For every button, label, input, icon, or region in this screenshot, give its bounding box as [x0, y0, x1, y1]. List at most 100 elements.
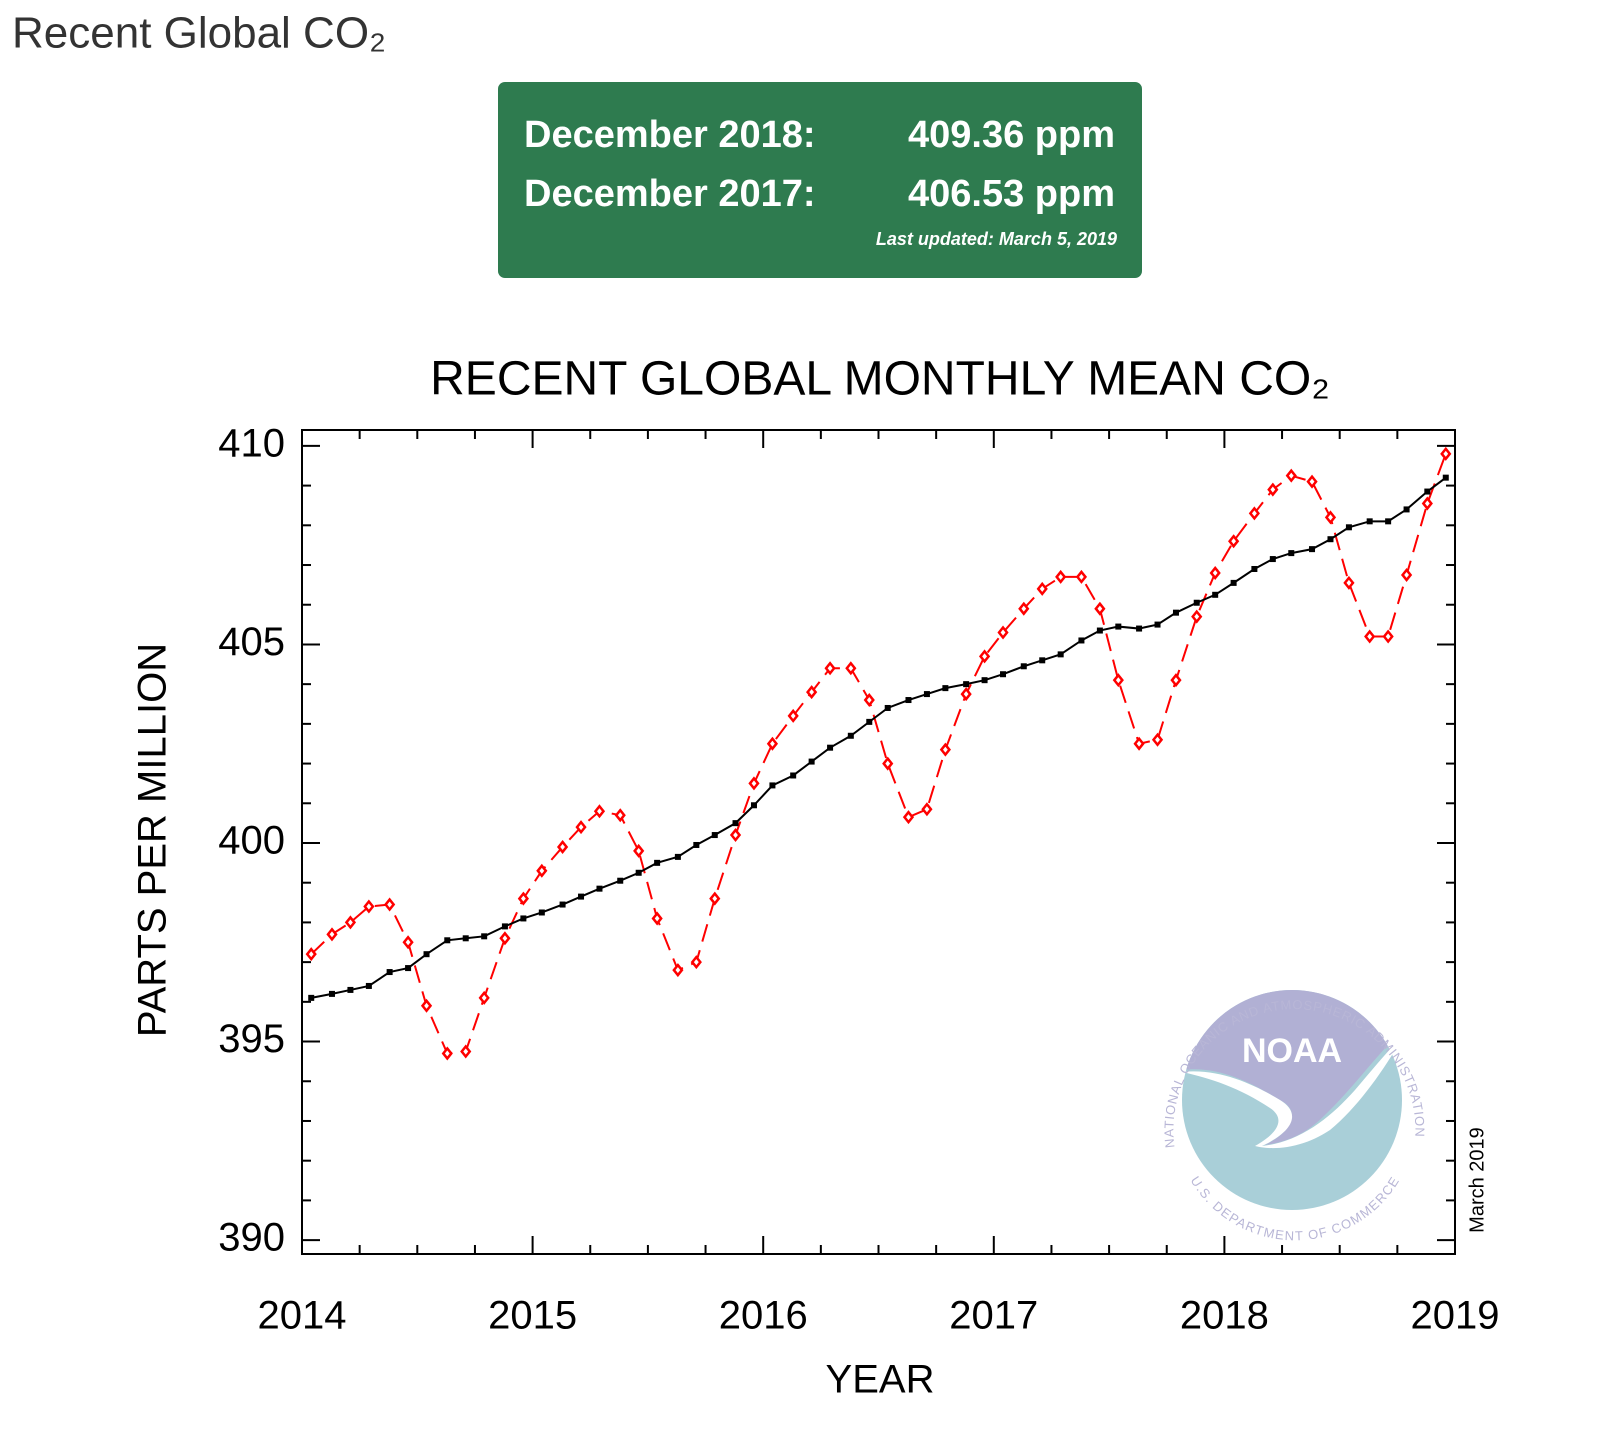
data-point: [827, 744, 834, 751]
data-point: [847, 732, 854, 739]
annotation: March 2019: [1466, 1127, 1488, 1233]
data-point: [593, 804, 606, 819]
data-point: [1151, 732, 1164, 747]
data-point: [866, 718, 873, 725]
data-point: [1230, 579, 1237, 586]
logo-gull: [1182, 1035, 1404, 1149]
data-point: [1018, 601, 1030, 616]
data-point: [674, 853, 681, 860]
data-point: [748, 776, 760, 791]
data-point: [1269, 556, 1276, 563]
data-point: [365, 982, 372, 989]
data-point: [1364, 629, 1376, 644]
data-point: [363, 899, 375, 914]
x-tick-label: 2016: [719, 1294, 808, 1338]
data-point: [1078, 637, 1085, 644]
data-point: [1248, 506, 1260, 521]
data-point: [384, 897, 396, 912]
data-point: [501, 923, 508, 930]
x-axis-label: YEAR: [826, 1358, 935, 1402]
data-point: [1020, 663, 1027, 670]
data-point: [1136, 625, 1143, 632]
y-tick-label: 405: [218, 620, 285, 664]
data-point: [1133, 736, 1145, 751]
data-point: [711, 832, 718, 839]
data-point: [672, 963, 684, 978]
data-point: [538, 909, 545, 916]
series-line: [311, 476, 1447, 999]
data-point: [942, 685, 949, 692]
y-tick-label: 395: [218, 1017, 285, 1061]
data-point: [444, 937, 451, 944]
page-title: Recent Global CO₂: [12, 9, 386, 58]
y-tick-label: 400: [218, 819, 285, 863]
data-point: [1267, 482, 1279, 497]
data-point: [787, 708, 799, 723]
x-tick-label: 2019: [1411, 1294, 1500, 1338]
data-point: [578, 893, 585, 900]
data-point: [536, 863, 548, 878]
x-tick-label: 2014: [258, 1294, 347, 1338]
data-point: [1075, 569, 1088, 584]
data-point: [1442, 474, 1449, 481]
data-point: [939, 742, 951, 757]
data-point: [769, 782, 776, 789]
data-point: [344, 915, 357, 930]
data-point: [1306, 474, 1318, 489]
data-point: [617, 877, 624, 884]
data-point: [654, 859, 661, 866]
info-label: December 2018:: [524, 114, 816, 156]
data-point: [1309, 546, 1316, 553]
data-point: [863, 693, 875, 708]
data-point: [690, 955, 702, 970]
data-point: [981, 677, 988, 684]
data-point: [423, 951, 430, 958]
data-point: [1285, 468, 1297, 483]
data-point: [729, 828, 742, 843]
data-point: [1251, 565, 1258, 572]
data-point: [709, 891, 721, 906]
data-point: [305, 947, 317, 962]
data-point: [559, 901, 566, 908]
data-point: [978, 649, 991, 664]
data-point: [1000, 671, 1007, 678]
data-point: [1440, 446, 1452, 461]
plot-frame: [301, 429, 1456, 1255]
info-updated: Last updated: March 5, 2019: [876, 229, 1117, 249]
data-point: [420, 998, 433, 1013]
data-point: [517, 891, 529, 906]
x-tick-label: 2017: [949, 1294, 1038, 1338]
data-point: [614, 808, 626, 823]
data-point: [1288, 550, 1295, 557]
data-point: [481, 933, 488, 940]
data-point: [1039, 657, 1046, 664]
data-point: [1424, 488, 1431, 495]
data-point: [1228, 534, 1240, 549]
x-tick-label: 2018: [1180, 1294, 1269, 1338]
data-point: [1345, 524, 1352, 531]
data-point: [405, 965, 412, 972]
data-point: [1094, 601, 1106, 616]
data-point: [499, 931, 511, 946]
series-line: [310, 453, 1447, 1055]
data-point: [575, 820, 587, 835]
data-point: [1212, 591, 1219, 598]
data-point: [441, 1046, 453, 1061]
data-point: [1403, 506, 1410, 513]
data-point: [556, 839, 569, 854]
data-point: [997, 625, 1009, 640]
info-value: 409.36 ppm: [908, 114, 1115, 156]
data-point: [1096, 627, 1103, 634]
y-axis-label: PARTS PER MILLION: [131, 643, 175, 1037]
logo-sky: [1182, 990, 1402, 1145]
data-point: [1191, 609, 1203, 624]
data-point: [1036, 581, 1048, 596]
data-point: [462, 935, 469, 942]
data-point: [1193, 599, 1200, 606]
info-value: 406.53 ppm: [908, 173, 1115, 215]
data-point: [1154, 621, 1161, 628]
data-point: [1055, 569, 1067, 584]
data-point: [1327, 536, 1334, 543]
